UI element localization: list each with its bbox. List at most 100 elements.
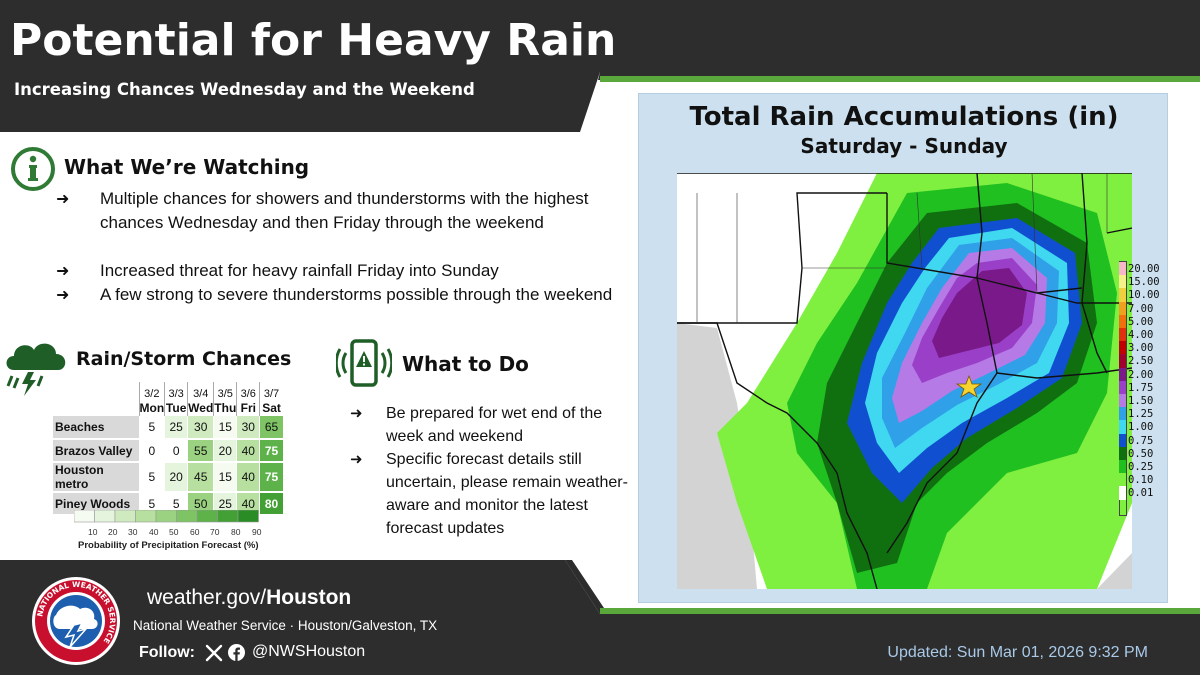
pop-location: Houston metro xyxy=(53,462,139,493)
pop-table-col-header: 3/5 Thu xyxy=(213,382,237,416)
facebook-icon[interactable] xyxy=(228,644,245,661)
pop-value: 75 xyxy=(259,462,283,493)
pop-scale-tick: 40 xyxy=(149,527,159,537)
legend-swatch xyxy=(1119,446,1126,461)
legend-swatch xyxy=(1119,407,1126,421)
legend-swatch xyxy=(1119,288,1126,302)
pop-table: 3/2 Mon 3/3 Tue 3/4 Wed 3/5 Thu 3/6 Fri 3/7 Sa… xyxy=(53,382,283,516)
legend-label: 15.00 xyxy=(1128,276,1160,289)
arrow-icon: ➜ xyxy=(56,189,70,208)
legend-swatch xyxy=(1119,262,1126,276)
rain-band-2.00 xyxy=(932,268,1027,358)
website-link[interactable]: weather.gov/Houston xyxy=(147,586,351,610)
pop-day: Wed xyxy=(188,401,214,415)
no-data-area-gulf xyxy=(1097,553,1132,589)
pop-date: 3/2 xyxy=(144,388,160,400)
arrow-icon: ➜ xyxy=(350,450,363,468)
legend-swatch xyxy=(1119,275,1126,289)
pop-table-header-row: 3/2 Mon 3/3 Tue 3/4 Wed 3/5 Thu 3/6 Fri 3/7 Sa… xyxy=(53,382,283,416)
pop-scale-swatch xyxy=(176,510,198,523)
rainfall-map xyxy=(677,173,1132,589)
office-name: National Weather Service · Houston/Galve… xyxy=(133,618,438,633)
legend-swatch xyxy=(1119,460,1126,474)
pop-scale-swatch xyxy=(155,510,177,523)
pop-date: 3/5 xyxy=(217,388,233,400)
arrow-icon: ➜ xyxy=(56,261,70,280)
phone-alert-icon xyxy=(336,339,392,387)
legend-label: 0.75 xyxy=(1128,434,1154,447)
houston-star-marker xyxy=(955,374,983,398)
legend-label: 0.01 xyxy=(1128,487,1154,500)
pop-scale-title: Probability of Precipitation Forecast (%… xyxy=(78,540,259,551)
rain-chances-heading: Rain/Storm Chances xyxy=(76,348,292,370)
legend-swatch xyxy=(1119,367,1126,381)
pop-value: 45 xyxy=(187,462,214,493)
pop-table-col-header: 3/7 Sat xyxy=(259,382,283,416)
storm-cloud-icon xyxy=(6,343,66,396)
what-to-do-heading: What to Do xyxy=(402,352,529,376)
pop-value: 20 xyxy=(164,462,188,493)
pop-scale-swatch xyxy=(135,510,157,523)
pop-value: 0 xyxy=(164,439,188,463)
legend-label: 1.50 xyxy=(1128,395,1154,407)
legend-swatch xyxy=(1119,341,1126,355)
pop-value: 20 xyxy=(213,439,237,463)
pop-scale-swatch xyxy=(237,510,259,523)
todo-bullet: ➜ Be prepared for wet end of the week an… xyxy=(350,402,640,448)
todo-bullet-text: Be prepared for wet end of the week and … xyxy=(386,405,603,445)
pop-table-col-header: 3/3 Tue xyxy=(164,382,188,416)
legend-label: 0.25 xyxy=(1128,461,1154,473)
pop-day: Tue xyxy=(165,401,187,415)
legend-label: 20.00 xyxy=(1128,263,1160,275)
pop-scale-tick: 10 xyxy=(88,527,98,537)
website-link-prefix[interactable]: weather.gov/ xyxy=(147,586,267,609)
pop-table-col-header: 3/4 Wed xyxy=(187,382,214,416)
follow-label: Follow: xyxy=(139,644,195,661)
social-handle[interactable]: @NWSHouston xyxy=(252,643,366,660)
website-link-office[interactable]: Houston xyxy=(266,586,352,609)
pop-value: 5 xyxy=(138,416,165,440)
legend-label: 0.10 xyxy=(1128,474,1154,487)
pop-value: 65 xyxy=(259,416,283,440)
pop-value: 25 xyxy=(164,416,188,440)
x-logo-icon[interactable] xyxy=(205,644,223,662)
legend-swatch xyxy=(1119,314,1126,329)
legend-label: 2.00 xyxy=(1128,368,1154,381)
map-title: Total Rain Accumulations (in) xyxy=(689,102,1119,132)
pop-scale-swatch xyxy=(74,510,95,523)
pop-value: 5 xyxy=(138,462,165,493)
legend-label: 0.50 xyxy=(1128,447,1154,460)
legend-label: 1.75 xyxy=(1128,381,1154,394)
todo-bullet: ➜ Specific forecast details still uncert… xyxy=(350,448,640,540)
legend-swatch xyxy=(1119,301,1126,315)
legend-swatch xyxy=(1119,354,1126,368)
no-data-area-west xyxy=(677,323,757,589)
pop-color-scale xyxy=(74,510,259,523)
legend-label: 3.00 xyxy=(1128,342,1154,355)
legend-swatch xyxy=(1119,486,1126,500)
page-subtitle: Increasing Chances Wednesday and the Wee… xyxy=(14,80,475,99)
legend-label: 5.00 xyxy=(1128,315,1154,328)
pop-table-row: Brazos Valley 0 0 55 20 40 75 xyxy=(53,439,283,463)
pop-day: Mon xyxy=(139,401,165,415)
watching-bullet-text: A few strong to severe thunderstorms pos… xyxy=(100,285,613,304)
pop-table-col-header: 3/2 Mon xyxy=(138,382,165,416)
legend-swatch xyxy=(1119,433,1126,447)
watching-bullet: ➜ Multiple chances for showers and thund… xyxy=(56,187,616,259)
legend-label: 10.00 xyxy=(1128,289,1160,302)
pop-value: 15 xyxy=(213,462,237,493)
map-legend: 20.00 15.00 10.00 7.00 5.00 4.00 3.00 2.… xyxy=(1119,261,1166,516)
pop-location: Brazos Valley xyxy=(53,439,139,463)
pop-scale-tick: 50 xyxy=(169,527,179,537)
pop-value: 80 xyxy=(259,492,283,516)
pop-date: 3/7 xyxy=(263,388,280,400)
legend-label: 4.00 xyxy=(1128,329,1154,341)
pop-value: 75 xyxy=(259,439,283,463)
legend-label: 1.00 xyxy=(1128,421,1154,434)
pop-value: 55 xyxy=(187,439,214,463)
pop-table-body: Beaches 5 25 30 15 30 65 Brazos Valley 0… xyxy=(53,416,283,516)
legend-label: 7.00 xyxy=(1128,302,1154,315)
pop-day: Thu xyxy=(214,401,237,415)
pop-scale-tick: 80 xyxy=(231,527,241,537)
pop-scale-tick: 70 xyxy=(210,527,220,537)
